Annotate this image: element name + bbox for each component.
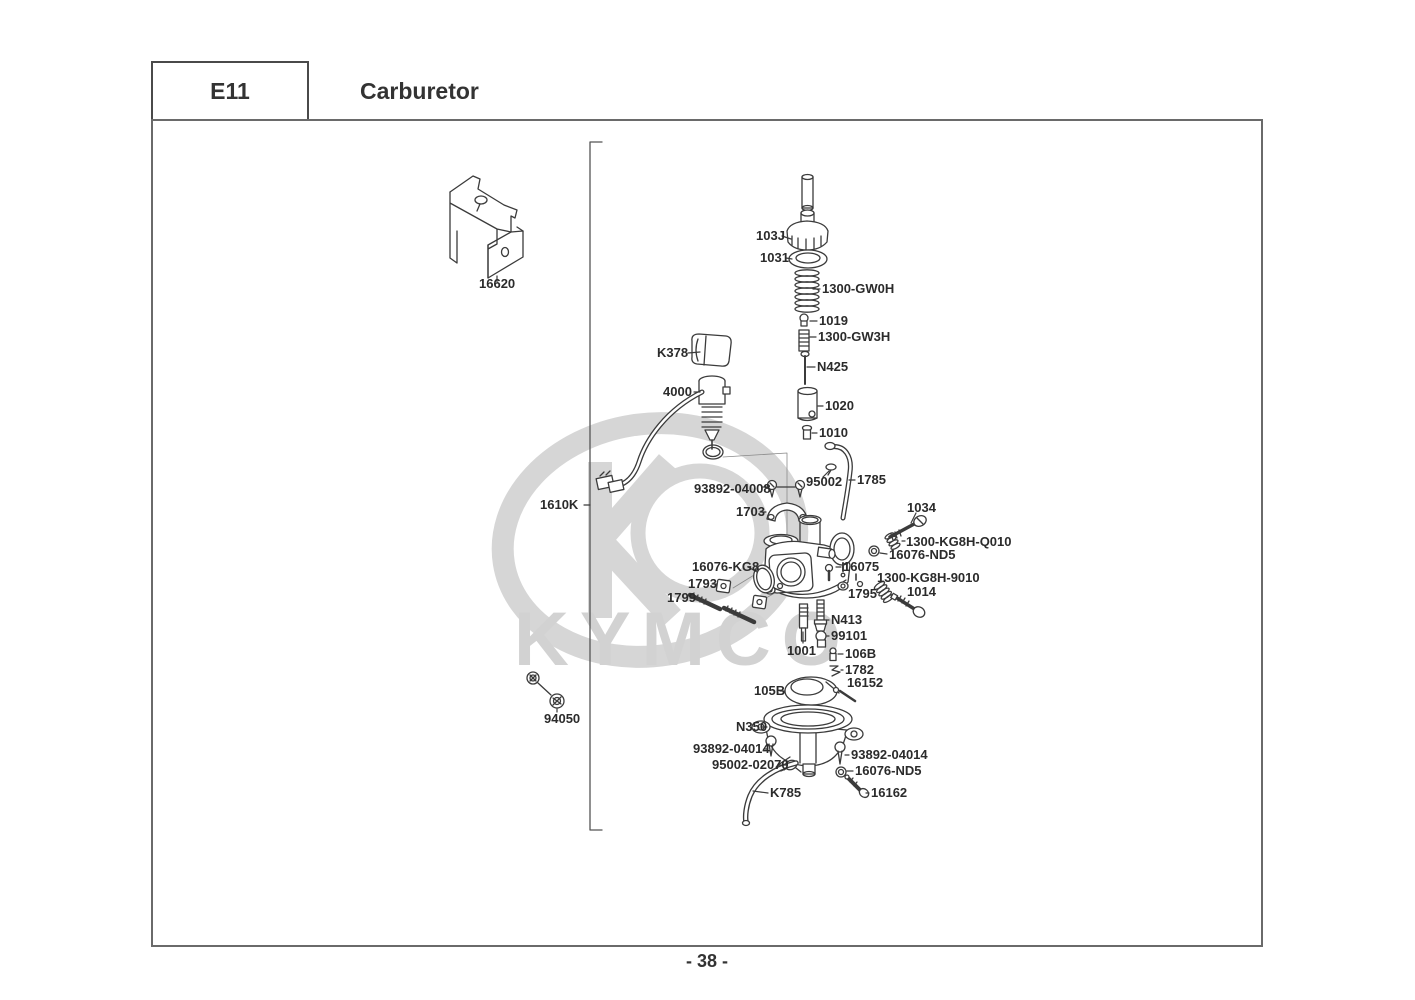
page-title: Carburetor xyxy=(360,78,479,104)
part-1300gw3h xyxy=(798,329,810,352)
part-label-n425: N425 xyxy=(817,359,849,374)
part-label-95002-02070: 95002-02070 xyxy=(712,757,789,772)
part-carburetor-body xyxy=(763,514,855,599)
part-103j-cap xyxy=(786,209,829,251)
part-16076kg8-oring xyxy=(753,564,775,594)
part-label-16076kg8: 16076-KG8 xyxy=(692,559,760,574)
part-label-1300kg8hq010: 1300-KG8H-Q010 xyxy=(906,534,1012,549)
part-93892-04008-screws xyxy=(762,479,806,498)
part-label-16075: 16075 xyxy=(843,559,880,574)
part-label-94050: 94050 xyxy=(544,711,581,726)
part-label-1034: 1034 xyxy=(907,500,936,515)
part-label-1799: 1799 xyxy=(667,590,696,605)
part-label-1019: 1019 xyxy=(819,313,848,328)
part-95002-clip xyxy=(825,463,837,476)
part-label-k785: K785 xyxy=(770,785,802,800)
part-label-1014: 1014 xyxy=(907,584,936,599)
part-1031-ring xyxy=(788,249,828,269)
part-1300kg8hq010-spring xyxy=(884,532,901,551)
part-105b-float xyxy=(784,676,840,706)
part-cable-tube xyxy=(801,173,814,212)
part-16076nd5-upper-nut xyxy=(868,545,880,557)
part-1793-nuts xyxy=(715,578,768,610)
diagram-frame xyxy=(151,119,1263,947)
part-16162-drain-screw xyxy=(844,774,870,799)
part-label-105b: 105B xyxy=(754,683,786,698)
part-n413-bolt xyxy=(813,599,828,632)
part-1001-jet xyxy=(798,603,809,642)
part-label-1782: 1782 xyxy=(845,662,874,677)
part-label-106b: 106B xyxy=(845,646,877,661)
part-16075-pin xyxy=(840,562,846,578)
part-label-1010: 1010 xyxy=(819,425,848,440)
part-label-1031: 1031 xyxy=(760,250,789,265)
part-94050-nuts xyxy=(526,671,565,709)
part-label-1795: 1795 xyxy=(848,586,877,601)
part-1010 xyxy=(801,424,813,440)
part-16076nd5-lower-nut xyxy=(835,766,847,778)
part-label-1300gw3h: 1300-GW3H xyxy=(818,329,891,344)
part-1014-screw xyxy=(890,592,926,618)
part-label-95002: 95002 xyxy=(806,474,843,489)
part-99101 xyxy=(815,630,827,648)
part-label-1610k: 1610K xyxy=(540,497,579,512)
part-1300kg8h9010-spring xyxy=(873,580,895,604)
part-1782-clip xyxy=(829,665,841,677)
part-starter-oring xyxy=(702,444,724,460)
part-n350-bowl xyxy=(751,704,864,778)
part-label-1001: 1001 xyxy=(787,643,816,658)
part-label-16076nd5-lower: 16076-ND5 xyxy=(855,763,922,778)
part-label-1300gw0h: 1300-GW0H xyxy=(822,281,895,296)
part-cable-connector xyxy=(595,470,625,493)
kymco-brand-watermark: KYMCO xyxy=(514,597,852,682)
part-label-93892-04014-left: 93892-04014 xyxy=(693,741,770,756)
part-label-16620: 16620 xyxy=(479,276,516,291)
leader-lines xyxy=(496,235,917,794)
part-1795-spring xyxy=(855,573,864,588)
part-n425-needle xyxy=(800,350,810,385)
part-label-1703: 1703 xyxy=(736,504,765,519)
part-label-k378: K378 xyxy=(657,345,689,360)
part-1799-studs xyxy=(687,592,757,625)
part-93892-04014-right-screw xyxy=(834,741,846,765)
part-label-99101: 99101 xyxy=(831,628,868,643)
part-label-n350: N350 xyxy=(736,719,768,734)
part-1020-slide xyxy=(797,386,818,422)
section-code: E11 xyxy=(210,77,250,104)
part-label-93892-04014-right: 93892-04014 xyxy=(851,747,928,762)
part-16620-bracket xyxy=(449,175,524,279)
part-1300gw0h-spring xyxy=(794,269,820,313)
part-label-16076nd5-upper: 16076-ND5 xyxy=(889,547,956,562)
part-label-n413: N413 xyxy=(831,612,863,627)
part-label-93892-04008: 93892-04008 xyxy=(694,481,771,496)
part-k785-hose xyxy=(741,760,799,827)
part-label-16162: 16162 xyxy=(871,785,908,800)
part-106b-jet xyxy=(829,647,837,662)
part-label-1785: 1785 xyxy=(857,472,886,487)
part-label-16152: 16152 xyxy=(847,675,884,690)
part-93892-04014-left-screw xyxy=(765,735,777,757)
part-1019 xyxy=(799,313,809,327)
part-1785-hose xyxy=(824,441,853,521)
page-number: - 38 - xyxy=(685,951,728,971)
part-label-103j: 103J xyxy=(756,228,785,243)
part-label-1793: 1793 xyxy=(688,576,717,591)
part-label-1300kg8h9010: 1300-KG8H-9010 xyxy=(877,570,980,585)
part-4000-bystarter xyxy=(698,375,731,450)
part-16152-pin xyxy=(838,689,857,703)
part-label-4000: 4000 xyxy=(663,384,692,399)
part-label-1020: 1020 xyxy=(825,398,854,413)
part-k378-cover xyxy=(691,333,732,367)
